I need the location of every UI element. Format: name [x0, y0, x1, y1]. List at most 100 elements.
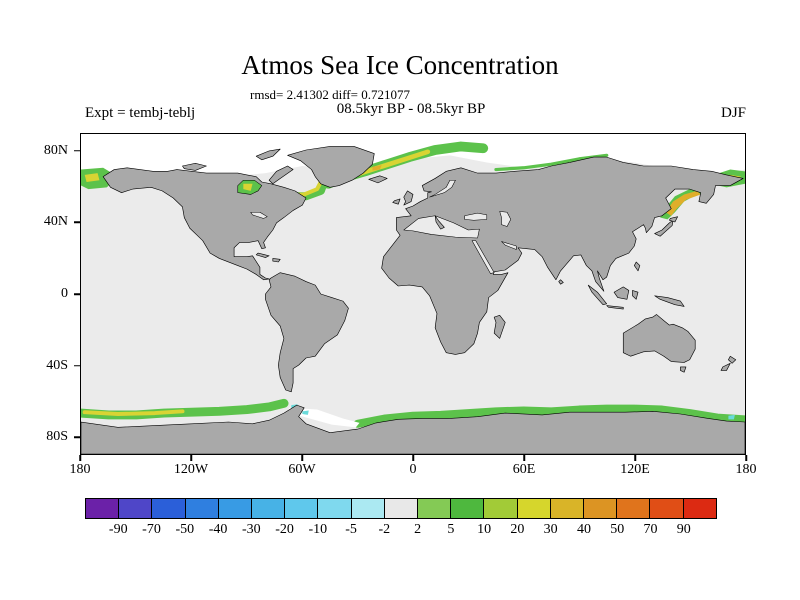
colorbar-cell — [584, 499, 618, 518]
colorbar-cell — [119, 499, 153, 518]
colorbar-tick-label: 20 — [510, 522, 525, 537]
lat-tickmark — [74, 293, 80, 295]
lat-axis: 80N 40N 0 40S 80S — [28, 133, 80, 455]
baltic-sea — [429, 179, 456, 198]
plot-title: Atmos Sea Ice Concentration — [241, 50, 559, 80]
map-frame — [80, 133, 746, 455]
lon-tick-label: 120E — [620, 462, 650, 477]
colorbar-cell — [86, 499, 120, 518]
colorbar-cell — [517, 499, 551, 518]
sri-lanka-island — [558, 279, 564, 285]
java-island — [606, 305, 624, 310]
colorbar-cell — [185, 499, 219, 518]
lon-tick-label: 120W — [173, 462, 209, 477]
hudson-bay-ice-yellow — [243, 183, 253, 191]
colorbar-tick-label: -20 — [275, 522, 294, 537]
colorbar-cell — [351, 499, 385, 518]
colorbar-tick-label: -70 — [142, 522, 161, 537]
north-america-landmass — [102, 167, 307, 281]
ireland-island — [392, 198, 401, 205]
colorbar-tick-label: -30 — [241, 522, 261, 537]
lon-tick-label: 60E — [512, 462, 536, 477]
lat-tick-label: 40N — [43, 214, 68, 230]
new-zealand-south — [720, 363, 731, 371]
cuba-island — [255, 252, 270, 258]
colorbar-cell — [218, 499, 253, 518]
inland-seas — [237, 179, 517, 274]
antarctic-ice-ring-east — [353, 404, 745, 428]
south-america-landmass — [265, 272, 349, 393]
colorbar-cell — [550, 499, 585, 518]
caspian-sea — [499, 211, 512, 227]
sumatra-island — [587, 284, 607, 305]
tasmania-island — [680, 366, 687, 373]
continents — [81, 146, 745, 454]
iceland-sea-ice-orange — [372, 165, 382, 171]
colorbar-cell — [252, 499, 286, 518]
australia-landmass — [622, 314, 696, 363]
britain-island — [403, 190, 414, 206]
colorbar-cell — [318, 499, 352, 518]
philippines-islands — [634, 261, 641, 272]
lon-tick-label: 180 — [735, 462, 757, 477]
lat-tick-label: 80S — [46, 429, 68, 445]
lon-tickmark — [79, 455, 81, 461]
lat-tick-label: 40S — [46, 357, 68, 373]
lon-tickmark — [190, 455, 192, 461]
lon-axis: 180 120W 60W 0 60E 120E 180 — [70, 455, 757, 483]
colorbar-cell — [152, 499, 186, 518]
colorbar-tick-label: 10 — [477, 522, 492, 537]
colorbar-tick-label: 5 — [447, 522, 455, 537]
colorbar — [85, 498, 717, 519]
colorbar-tick-label: 90 — [676, 522, 691, 537]
antarctic-ice-ring-yellow — [82, 409, 185, 416]
siberian-coast-ice-green — [494, 153, 609, 172]
new-guinea-island — [654, 295, 685, 307]
lat-tick-label: 80N — [43, 142, 68, 158]
colorbar-tick-label: -50 — [175, 522, 195, 537]
italy-peninsula — [434, 215, 445, 230]
colorbar-tick-label: 40 — [576, 522, 591, 537]
lat-tickmark — [74, 150, 80, 152]
stats-line: rmsd= 2.41302 diff= 0.721077 — [250, 87, 410, 102]
okhotsk-sea-ice-orange — [665, 190, 701, 216]
persian-gulf — [501, 241, 517, 250]
colorbar-cell — [384, 499, 419, 518]
colorbar-tick-label: 70 — [643, 522, 658, 537]
peninsula-ice-cyan-2 — [302, 410, 309, 415]
baffin-island — [268, 165, 294, 185]
ellesmere-island — [255, 148, 281, 161]
lon-tickmark — [745, 455, 747, 461]
ross-sea-ice-cyan — [728, 414, 735, 420]
lon-tickmark — [412, 455, 414, 461]
lon-tickmark — [301, 455, 303, 461]
black-sea — [464, 212, 488, 221]
colorbar-tick-label: 30 — [543, 522, 558, 537]
sulawesi-island — [632, 290, 639, 300]
colorbar-cell — [617, 499, 651, 518]
great-lakes — [250, 211, 268, 219]
colorbar-tick-label: 2 — [414, 522, 422, 537]
colorbar-labels: -90 -70 -50 -40 -30 -20 -10 -5 -2 2 5 10 20 30 40 50 70 9… — [85, 522, 717, 540]
lat-tickmark — [74, 221, 80, 224]
hokkaido-island — [669, 216, 679, 223]
banks-victoria-islands — [182, 163, 207, 171]
world-map — [81, 134, 745, 454]
colorbar-cell — [285, 499, 319, 518]
colorbar-tick-label: -10 — [308, 522, 328, 537]
bering-sea-ice-yellow — [84, 173, 100, 182]
hispaniola-island — [272, 258, 281, 263]
colorbar-tick-label: -2 — [378, 522, 391, 537]
lat-tickmark — [74, 436, 80, 438]
lon-tick-label: 0 — [409, 462, 417, 477]
sea-ice-south — [81, 398, 745, 428]
lat-tick-label: 0 — [61, 286, 68, 301]
afro-eurasia-landmass — [381, 156, 744, 355]
red-sea — [471, 240, 495, 274]
colorbar-cell — [683, 499, 716, 518]
borneo-island — [613, 286, 630, 300]
lon-tickmark — [634, 455, 636, 461]
colorbar-cell — [418, 499, 452, 518]
antarctica-landmass — [81, 404, 745, 454]
